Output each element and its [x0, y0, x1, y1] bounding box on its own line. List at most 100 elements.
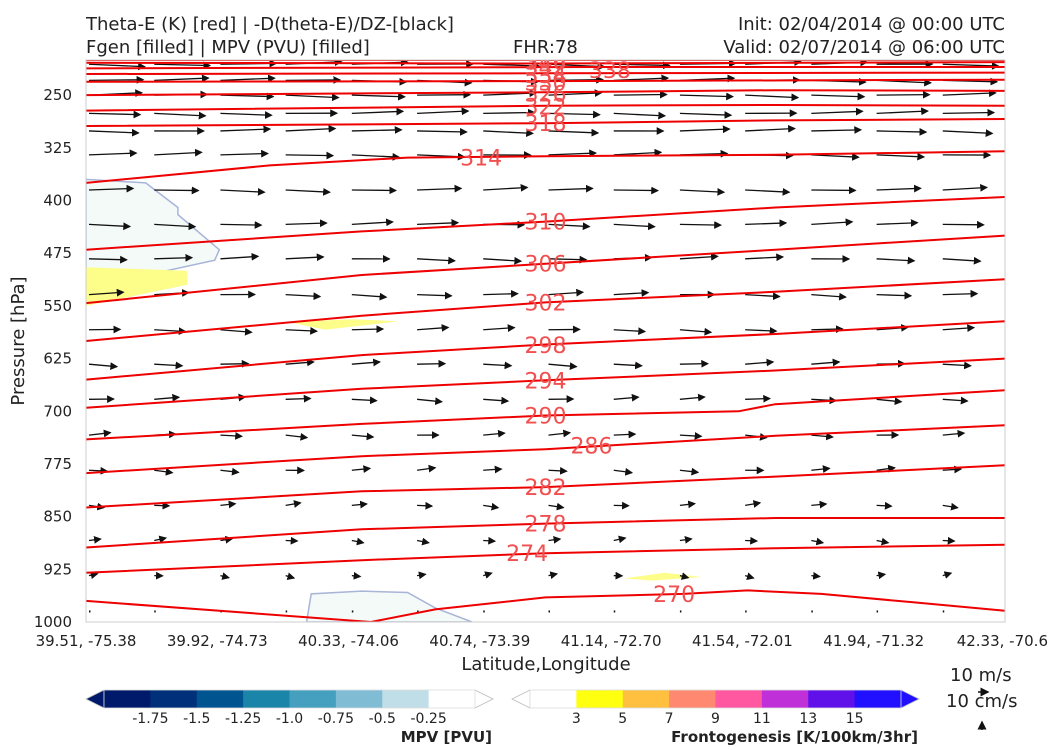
wind-arrow — [745, 253, 785, 262]
y-tick-label: 625 — [43, 350, 72, 368]
wind-arrow — [220, 111, 273, 119]
colorbar-swatch — [808, 690, 856, 708]
wind-arrow — [220, 252, 260, 261]
theta-e-label-274: 274 — [506, 542, 548, 567]
wind-arrow — [351, 500, 368, 509]
y-tick-label: 700 — [43, 402, 72, 420]
wind-arrow — [88, 429, 112, 438]
colorbar-swatch — [669, 690, 716, 708]
wind-arrow — [876, 152, 926, 161]
colorbar-frame — [103, 689, 476, 709]
reference-vectors: 10 m/s 10 cm/s — [946, 665, 1018, 730]
colorbar-swatch — [761, 690, 809, 708]
wind-arrow — [483, 108, 536, 117]
wind-arrow — [942, 89, 997, 98]
colorbar-extend-high — [900, 689, 920, 709]
wind-arrow — [745, 187, 791, 196]
wind-arrow — [417, 256, 456, 265]
plot-frame — [85, 59, 1006, 623]
wind-arrow — [483, 289, 519, 298]
x-tick-label: 41.14, -72.70 — [561, 632, 662, 650]
wind-arrow — [483, 396, 510, 405]
theta-e-contour-274 — [86, 543, 1005, 574]
wind-arrow — [811, 152, 860, 161]
colorbar-swatch — [854, 690, 902, 708]
wind-arrow — [613, 430, 637, 439]
theta-e-contour-310 — [86, 196, 1005, 251]
colorbar-tick-label: 9 — [711, 711, 720, 727]
wind-arrow — [88, 255, 128, 264]
wind-arrow — [285, 292, 322, 301]
mpv-region-1 — [305, 590, 473, 622]
wind-arrow — [811, 500, 828, 509]
wind-arrow — [548, 128, 600, 137]
wind-arrow — [285, 124, 337, 133]
wind-arrow — [483, 183, 529, 192]
wind-arrow — [679, 467, 700, 476]
wind-arrow — [548, 110, 601, 119]
colorbar-tick-label: 5 — [618, 711, 627, 727]
fgen-region-2 — [623, 572, 702, 581]
theta-e-contour-322 — [86, 103, 1005, 112]
colorbar-swatch — [196, 690, 244, 708]
wind-arrow — [351, 92, 406, 101]
valid-time: Valid: 02/07/2014 @ 06:00 UTC — [723, 37, 1005, 58]
ref-vector-vertical-label: 10 cm/s — [946, 691, 1018, 712]
wind-arrow — [351, 152, 401, 161]
wind-arrow — [811, 107, 864, 116]
theta-e-label-282: 282 — [525, 476, 567, 501]
theta-e-contour-334 — [86, 71, 1005, 75]
theta-e-label-330: 330 — [525, 71, 567, 96]
x-axis: 39.51, -75.38 39.92, -74.73 40.33, -74.06 4… — [36, 632, 1048, 650]
y-tick-label: 250 — [43, 86, 72, 104]
wind-arrow — [483, 429, 506, 438]
colorbar-extend-low — [85, 689, 105, 709]
theta-e-contour-286 — [86, 424, 1005, 475]
wind-arrow — [744, 572, 755, 580]
forecast-hour: FHR:78 — [513, 37, 578, 58]
wind-arrow — [88, 128, 140, 137]
theta-e-label-310: 310 — [525, 211, 567, 236]
theta-e-contour-326 — [86, 89, 1005, 97]
wind-arrow — [220, 125, 272, 134]
wind-arrow — [154, 327, 187, 336]
wind-arrow — [613, 361, 643, 370]
theta-e-label-346: 346 — [525, 50, 567, 75]
wind-arrow — [679, 221, 723, 229]
y-tick-label: 775 — [43, 455, 72, 473]
theta-e-contour-330 — [86, 78, 1005, 83]
x-tick-label: 39.92, -74.73 — [167, 632, 268, 650]
wind-arrow — [351, 358, 381, 367]
colorbar-swatch — [530, 690, 577, 708]
theta-e-label-302: 302 — [525, 291, 567, 316]
wind-arrow — [679, 327, 713, 336]
wind-arrow — [942, 396, 969, 405]
theta-e-label-326: 326 — [525, 83, 567, 108]
wind-arrow — [351, 218, 394, 227]
wind-arrow — [876, 184, 922, 193]
theta-e-contour-338 — [86, 66, 1005, 70]
theta-e-label-290: 290 — [525, 404, 567, 429]
wind-arrow — [417, 184, 463, 193]
wind-arrow — [483, 571, 493, 579]
colorbar-title: MPV [PVU] — [401, 728, 492, 746]
wind-arrow — [483, 465, 503, 474]
wind-arrow — [811, 465, 831, 473]
theta-e-label-318: 318 — [525, 112, 567, 137]
colorbar-tick-label: 13 — [799, 711, 817, 727]
y-tick-label: 400 — [43, 192, 72, 210]
wind-arrow — [220, 432, 244, 440]
colorbar-frame — [529, 689, 902, 709]
colorbar-swatch — [150, 690, 198, 708]
wind-arrow — [220, 149, 269, 158]
wind-arrow — [220, 74, 276, 83]
theta-e-contour-302 — [86, 278, 1005, 342]
x-tick-label: 40.33, -74.06 — [298, 632, 399, 650]
theta-e-label-322: 322 — [525, 95, 567, 120]
theta-e-contour-290 — [86, 389, 1005, 441]
wind-arrow — [613, 289, 650, 297]
y-tick-label: 475 — [43, 244, 72, 262]
wind-arrow — [811, 292, 847, 301]
wind-arrow — [679, 125, 731, 134]
x-tick-label: 42.33, -70.6 — [957, 632, 1048, 650]
